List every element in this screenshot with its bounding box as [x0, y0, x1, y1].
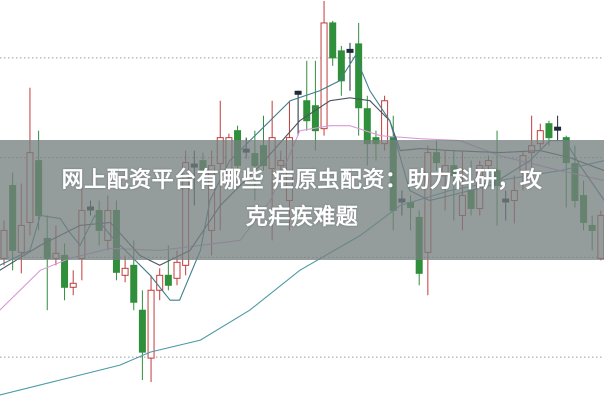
headline-line-1: 网上配资平台有哪些 疟原虫配资：助力科研，攻	[61, 168, 543, 193]
headline: 网上配资平台有哪些 疟原虫配资：助力科研，攻 克疟疾难题	[0, 162, 604, 236]
candle-down	[545, 123, 553, 139]
candle-down	[363, 108, 371, 145]
headline-banner	[0, 140, 604, 260]
candle-up	[147, 289, 155, 359]
candle-up	[381, 100, 389, 145]
candle-down	[311, 105, 319, 132]
headline-line-2: 克疟疾难题	[245, 205, 359, 230]
candle-down	[138, 309, 146, 353]
candle-up	[121, 267, 129, 276]
candle-down	[130, 264, 138, 303]
candle-doji	[346, 48, 354, 53]
candle-down	[337, 50, 345, 82]
candle-doji	[294, 90, 302, 95]
candle-down	[329, 22, 337, 59]
candle-up	[173, 261, 181, 279]
candle-down	[303, 100, 311, 122]
candle-down	[164, 274, 172, 286]
candle-up	[320, 22, 328, 130]
candle-down	[355, 43, 363, 109]
candle-up	[69, 282, 77, 288]
candle-doji	[554, 126, 562, 131]
